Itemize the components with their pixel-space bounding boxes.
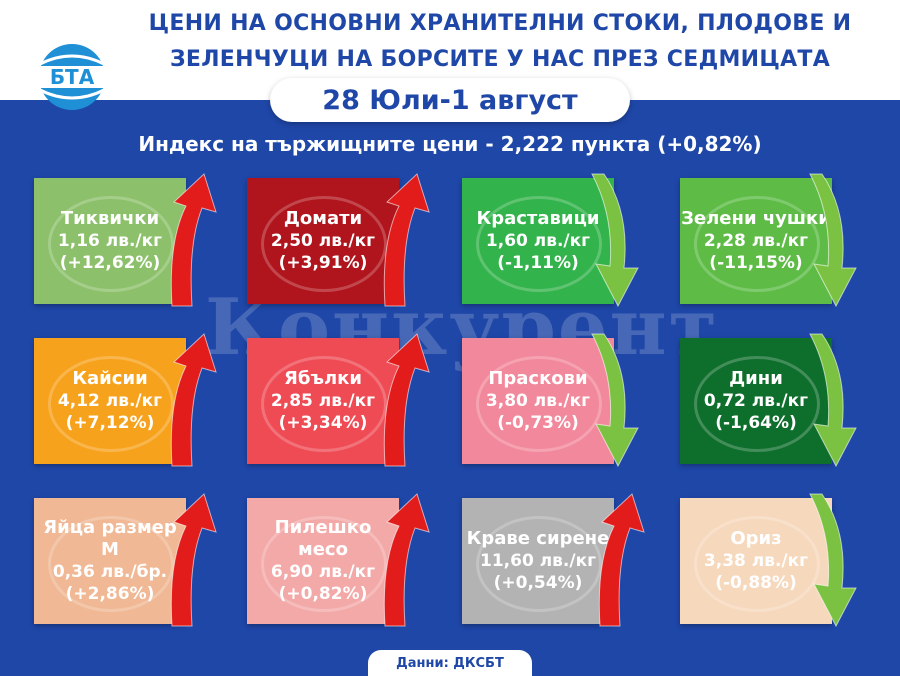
price-card-cheese: Краве сирене 11,60 лв./кг (+0,54%) (462, 498, 614, 624)
price-change: (+0,54%) (493, 573, 583, 593)
apple-icon (261, 356, 387, 452)
price-change: (+12,62%) (59, 253, 161, 273)
page-title: ЦЕНИ НА ОСНОВНИ ХРАНИТЕЛНИ СТОКИ, ПЛОДОВ… (110, 6, 890, 78)
product-price: 3,80 лв./кг (485, 391, 591, 411)
trend-up-arrow-icon (170, 173, 217, 307)
price-change: (-1,11%) (497, 253, 579, 273)
product-name: Тиквички (60, 208, 160, 229)
product-price: 1,16 лв./кг (57, 231, 163, 251)
trend-up-arrow-icon (383, 173, 430, 307)
price-change: (-1,64%) (715, 413, 797, 433)
chicken-icon (261, 516, 387, 612)
trend-up-arrow-icon (383, 333, 430, 467)
price-card-apricot: Кайсии 4,12 лв./кг (+7,12%) (34, 338, 186, 464)
price-change: (+2,86%) (65, 584, 155, 604)
product-name: Праскови (488, 368, 588, 389)
price-change: (-0,88%) (715, 573, 797, 593)
price-card-rice: Ориз 3,38 лв./кг (-0,88%) (680, 498, 832, 624)
price-card-tomato: Домати 2,50 лв./кг (+3,91%) (247, 178, 399, 304)
product-price: 2,50 лв./кг (270, 231, 376, 251)
product-price: 11,60 лв./кг (480, 551, 596, 571)
rice-icon (694, 516, 820, 612)
watermelon-icon (694, 356, 820, 452)
product-name: Дини (729, 368, 783, 389)
cucumber-icon (476, 196, 602, 292)
zucchini-icon (48, 196, 174, 292)
price-card-watermelon: Дини 0,72 лв./кг (-1,64%) (680, 338, 832, 464)
trend-down-arrow-icon (591, 173, 639, 308)
title-line-1: ЦЕНИ НА ОСНОВНИ ХРАНИТЕЛНИ СТОКИ, ПЛОДОВ… (148, 11, 852, 36)
price-card-pepper: Зелени чушки 2,28 лв./кг (-11,15%) (680, 178, 832, 304)
product-name: Домати (283, 208, 363, 229)
product-price: 0,72 лв./кг (703, 391, 809, 411)
product-price: 6,90 лв./кг (270, 562, 376, 582)
trend-up-arrow-icon (383, 493, 430, 627)
date-text: 28 Юли-1 август (322, 84, 578, 116)
bta-logo-icon: БТА (28, 44, 116, 110)
price-change: (-0,73%) (497, 413, 579, 433)
eggs-icon (48, 516, 174, 612)
date-banner: 28 Юли-1 август (270, 78, 630, 122)
pepper-icon (694, 196, 820, 292)
product-price: 2,28 лв./кг (703, 231, 809, 251)
price-change: (-11,15%) (709, 253, 803, 273)
product-name: Краставици (476, 208, 600, 229)
tomato-icon (261, 196, 387, 292)
product-price: 4,12 лв./кг (57, 391, 163, 411)
price-card-apple: Ябълки 2,85 лв./кг (+3,34%) (247, 338, 399, 464)
price-card-eggs: Яйца размер М 0,36 лв./бр. (+2,86%) (34, 498, 186, 624)
trend-down-arrow-icon (591, 333, 639, 468)
product-name: Зелени чушки (681, 208, 831, 229)
cheese-icon (476, 516, 602, 612)
trend-up-arrow-icon (170, 333, 217, 467)
trend-down-arrow-icon (809, 333, 857, 468)
price-change: (+3,91%) (278, 253, 368, 273)
source-text: Данни: ДКСБТ (396, 655, 504, 671)
product-name: Кайсии (72, 368, 148, 389)
market-index: Индекс на тържищните цени - 2,222 пункта… (138, 132, 762, 156)
trend-up-arrow-icon (598, 493, 645, 627)
product-price: 0,36 лв./бр. (52, 562, 168, 582)
logo-text: БТА (50, 65, 95, 89)
product-name: Пилешко месо (274, 517, 372, 560)
product-price: 3,38 лв./кг (703, 551, 809, 571)
trend-down-arrow-icon (809, 173, 857, 308)
product-name: Яйца размер М (43, 517, 177, 560)
product-price: 2,85 лв./кг (270, 391, 376, 411)
product-name: Краве сирене (466, 528, 610, 549)
product-name: Ориз (730, 528, 782, 549)
title-line-2: ЗЕЛЕНЧУЦИ НА БОРСИТЕ У НАС ПРЕЗ СЕДМИЦАТ… (169, 47, 831, 72)
peach-icon (476, 356, 602, 452)
trend-up-arrow-icon (170, 493, 217, 627)
product-name: Ябълки (284, 368, 362, 389)
price-card-peach: Праскови 3,80 лв./кг (-0,73%) (462, 338, 614, 464)
price-card-zucchini: Тиквички 1,16 лв./кг (+12,62%) (34, 178, 186, 304)
trend-down-arrow-icon (809, 493, 857, 628)
price-change: (+3,34%) (278, 413, 368, 433)
price-change: (+0,82%) (278, 584, 368, 604)
price-change: (+7,12%) (65, 413, 155, 433)
price-card-cucumber: Краставици 1,60 лв./кг (-1,11%) (462, 178, 614, 304)
price-card-chicken: Пилешко месо 6,90 лв./кг (+0,82%) (247, 498, 399, 624)
product-price: 1,60 лв./кг (485, 231, 591, 251)
apricot-icon (48, 356, 174, 452)
source-label: Данни: ДКСБТ (368, 650, 532, 676)
